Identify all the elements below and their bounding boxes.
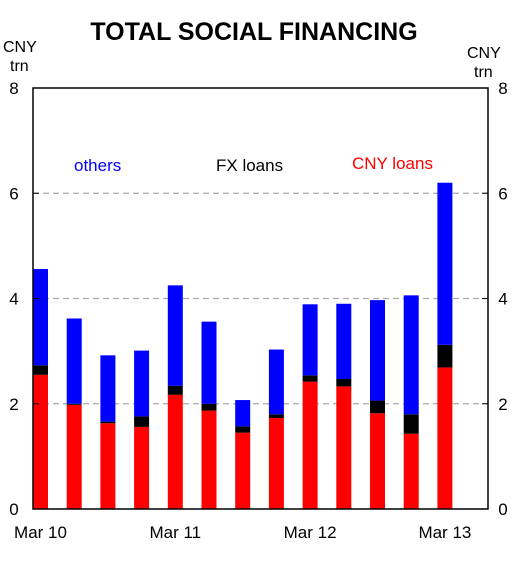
- x-tick-label-mar-12: Mar 12: [284, 523, 337, 542]
- bar-fx-loans-9: [336, 379, 352, 387]
- bar-others-10: [370, 300, 385, 401]
- y-tick-label-left-6: 6: [9, 184, 18, 203]
- bar-fx-loans-7: [268, 414, 284, 418]
- y-tick-label-left-8: 8: [9, 79, 18, 98]
- bar-others-2: [100, 355, 116, 422]
- x-tick-label-mar-10: Mar 10: [14, 523, 67, 542]
- bar-others-11: [403, 295, 419, 415]
- legend-others: others: [74, 156, 121, 175]
- bar-others-3: [134, 350, 150, 417]
- x-tick-label-mar-11: Mar 11: [149, 523, 201, 542]
- bar-fx-loans-3: [134, 416, 150, 427]
- plot-frame: [32, 87, 489, 510]
- bar-fx-loans-10: [370, 400, 385, 414]
- bar-fx-loans-8: [302, 375, 318, 382]
- bar-fx-loans-4: [167, 385, 183, 395]
- bar-cny-loans-9: [336, 386, 352, 509]
- right-unit-line1: CNY: [467, 45, 501, 62]
- y-tick-label-left-4: 4: [9, 290, 18, 309]
- legend-cny-loans: CNY loans: [352, 154, 433, 173]
- bar-others-6: [235, 400, 251, 427]
- bar-cny-loans-8: [302, 381, 318, 509]
- bar-others-8: [302, 304, 318, 376]
- bar-cny-loans-10: [370, 413, 385, 509]
- bar-cny-loans-11: [403, 433, 419, 509]
- bar-others-7: [268, 349, 284, 415]
- left-unit-line1: CNY: [3, 39, 37, 56]
- y-tick-label-left-2: 2: [9, 395, 18, 414]
- bar-cny-loans-5: [201, 410, 217, 509]
- bar-fx-loans-6: [235, 426, 251, 433]
- bar-cny-loans-4: [167, 394, 183, 509]
- bar-cny-loans-0: [33, 374, 48, 509]
- bar-fx-loans-0: [33, 365, 48, 375]
- bar-fx-loans-12: [437, 344, 453, 368]
- bar-cny-loans-12: [437, 367, 453, 509]
- bar-others-1: [66, 318, 82, 404]
- right-unit-line2: trn: [474, 64, 493, 81]
- y-tick-label-right-2: 2: [498, 395, 507, 414]
- bar-fx-loans-11: [403, 414, 419, 434]
- bar-others-4: [167, 285, 183, 386]
- bar-cny-loans-7: [268, 417, 284, 509]
- bar-others-5: [201, 321, 217, 404]
- bar-cny-loans-1: [66, 404, 82, 509]
- bar-cny-loans-6: [235, 432, 251, 509]
- y-tick-label-left-0: 0: [9, 500, 18, 519]
- y-tick-label-right-4: 4: [498, 290, 507, 309]
- bar-fx-loans-1: [66, 403, 82, 405]
- bars: [33, 182, 453, 509]
- bar-others-0: [33, 269, 48, 366]
- left-unit-line2: trn: [10, 58, 29, 75]
- chart-title: TOTAL SOCIAL FINANCING: [90, 18, 417, 46]
- legend-fx-loans: FX loans: [216, 156, 283, 175]
- bar-others-9: [336, 303, 352, 380]
- right-y-tick-labels: 0 2 4 6 8: [498, 79, 507, 519]
- bar-fx-loans-2: [100, 421, 116, 424]
- bar-cny-loans-2: [100, 423, 116, 509]
- x-tick-label-mar-13: Mar 13: [418, 523, 471, 542]
- bar-fx-loans-5: [201, 403, 217, 411]
- y-tick-label-right-6: 6: [498, 184, 507, 203]
- left-y-tick-labels: 0 2 4 6 8: [9, 79, 18, 519]
- x-tick-labels: Mar 10 Mar 11 Mar 12 Mar 13: [14, 523, 471, 542]
- y-tick-label-right-0: 0: [498, 500, 507, 519]
- bar-cny-loans-3: [134, 426, 150, 509]
- y-tick-label-right-8: 8: [498, 79, 507, 98]
- bar-others-12: [437, 182, 453, 345]
